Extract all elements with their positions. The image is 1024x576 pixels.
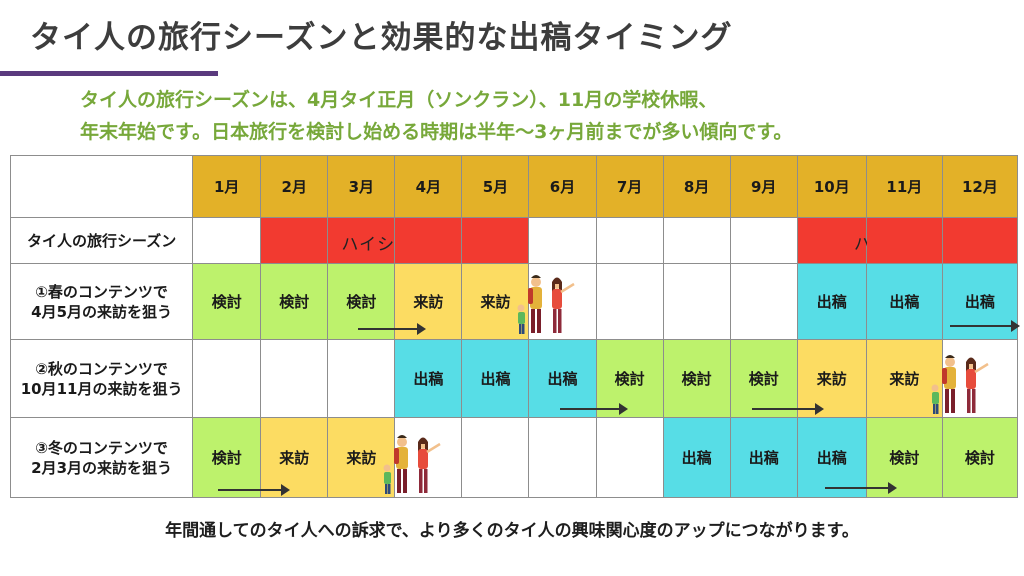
month-header: 8月 bbox=[662, 155, 731, 218]
high-season-cell bbox=[394, 217, 463, 264]
plan-cell: 検討 bbox=[192, 263, 262, 340]
high-season-cell bbox=[461, 217, 530, 264]
timing-arrow bbox=[218, 484, 290, 496]
plan-cell bbox=[595, 263, 664, 340]
title-underline bbox=[0, 71, 218, 76]
travelers-illustration bbox=[517, 275, 575, 334]
plan-cell: 来訪 bbox=[865, 339, 943, 418]
season-row-label: タイ人の旅行シーズン bbox=[9, 217, 194, 264]
high-season-cell bbox=[865, 217, 943, 264]
plan-cell: 出稿 bbox=[796, 417, 867, 498]
plan-row-label: ②秋のコンテンツで 10月11月の来訪を狙う bbox=[9, 339, 194, 418]
month-header: 4月 bbox=[394, 155, 463, 218]
month-header: 2月 bbox=[260, 155, 329, 218]
high-season-cell: ハイシーズン bbox=[327, 217, 447, 264]
month-header: 6月 bbox=[528, 155, 597, 218]
plan-cell bbox=[595, 417, 664, 498]
season-cell bbox=[528, 217, 597, 264]
plan-cell: 出稿 bbox=[394, 339, 463, 418]
high-season-cell bbox=[941, 217, 1019, 264]
footer-message: 年間通してのタイ人への訴求で、より多くのタイ人の興味関心度のアップにつながります… bbox=[165, 521, 859, 541]
plan-row-label-line: ①春のコンテンツで bbox=[35, 282, 168, 301]
plan-cell: 検討 bbox=[662, 339, 731, 418]
plan-cell bbox=[729, 263, 798, 340]
plan-cell: 来訪 bbox=[796, 339, 867, 418]
plan-cell: 検討 bbox=[729, 339, 798, 418]
travelers-illustration bbox=[383, 435, 441, 494]
plan-cell: 検討 bbox=[941, 417, 1019, 498]
plan-cell: 出稿 bbox=[796, 263, 867, 340]
timing-arrow bbox=[950, 320, 1020, 332]
plan-row-label-line: 10月11月の来訪を狙う bbox=[20, 379, 183, 398]
plan-cell: 出稿 bbox=[941, 263, 1019, 340]
plan-row-label: ①春のコンテンツで 4月5月の来訪を狙う bbox=[9, 263, 194, 340]
plan-row-label-line: ③冬のコンテンツで bbox=[35, 438, 168, 457]
season-row: タイ人の旅行シーズン ハイシーズン ハイシーズン bbox=[9, 217, 1019, 264]
high-season-cell bbox=[260, 217, 329, 264]
plan-cell: 検討 bbox=[192, 417, 262, 498]
plan-cell: 出稿 bbox=[461, 339, 530, 418]
season-cell bbox=[192, 217, 262, 264]
month-header: 9月 bbox=[729, 155, 798, 218]
month-header: 7月 bbox=[595, 155, 664, 218]
month-header: 5月 bbox=[461, 155, 530, 218]
season-cell bbox=[662, 217, 731, 264]
plan-row-label-line: ②秋のコンテンツで bbox=[35, 359, 168, 378]
plan-row-spring: ①春のコンテンツで 4月5月の来訪を狙う 検討 検討 検討 来訪 来訪 出稿 出… bbox=[9, 263, 1019, 340]
plan-cell-text: 検討 bbox=[346, 293, 377, 311]
travelers-illustration bbox=[931, 355, 989, 414]
plan-row-label-line: 2月3月の来訪を狙う bbox=[31, 458, 173, 477]
season-calendar-table: 1月 2月 3月 4月 5月 6月 7月 8月 9月 10月 11月 12月 タ… bbox=[9, 155, 1019, 498]
timing-arrow bbox=[752, 403, 824, 415]
plan-row-label-line: 4月5月の来訪を狙う bbox=[31, 302, 173, 321]
plan-cell bbox=[461, 417, 530, 498]
subtitle: タイ人の旅行シーズンは、4月タイ正月（ソンクラン）、11月の学校休暇、 年末年始… bbox=[80, 84, 792, 148]
plan-cell: 出稿 bbox=[528, 339, 597, 418]
plan-cell: 来訪 bbox=[327, 417, 396, 498]
month-header: 3月 bbox=[327, 155, 396, 218]
plan-cell: 来訪 bbox=[260, 417, 329, 498]
plan-cell: 検討 bbox=[260, 263, 329, 340]
plan-cell bbox=[662, 263, 731, 340]
plan-cell bbox=[528, 417, 597, 498]
plan-cell bbox=[260, 339, 329, 418]
plan-cell: 検討 bbox=[865, 417, 943, 498]
month-header: 12月 bbox=[941, 155, 1019, 218]
page-title: タイ人の旅行シーズンと効果的な出稿タイミング bbox=[30, 20, 733, 56]
plan-cell: 検討 bbox=[595, 339, 664, 418]
month-header-row: 1月 2月 3月 4月 5月 6月 7月 8月 9月 10月 11月 12月 bbox=[9, 155, 1019, 218]
month-header: 11月 bbox=[865, 155, 943, 218]
plan-row-autumn: ②秋のコンテンツで 10月11月の来訪を狙う 出稿 出稿 出稿 検討 検討 検討… bbox=[9, 339, 1019, 418]
timing-arrow bbox=[825, 482, 897, 494]
month-header: 1月 bbox=[192, 155, 262, 218]
plan-cell: 出稿 bbox=[662, 417, 731, 498]
season-cell bbox=[729, 217, 798, 264]
subtitle-line-1: タイ人の旅行シーズンは、4月タイ正月（ソンクラン）、11月の学校休暇、 bbox=[80, 89, 718, 111]
header-corner bbox=[9, 155, 194, 218]
plan-row-winter: ③冬のコンテンツで 2月3月の来訪を狙う 検討 来訪 来訪 出稿 出稿 出稿 検… bbox=[9, 417, 1019, 498]
high-season-cell: ハイシーズン bbox=[796, 217, 960, 264]
plan-cell bbox=[192, 339, 262, 418]
plan-cell bbox=[327, 339, 396, 418]
plan-cell: 出稿 bbox=[865, 263, 943, 340]
plan-row-label: ③冬のコンテンツで 2月3月の来訪を狙う bbox=[9, 417, 194, 498]
subtitle-line-2: 年末年始です。日本旅行を検討し始める時期は半年〜3ヶ月前までが多い傾向です。 bbox=[80, 121, 793, 143]
timing-arrow bbox=[560, 403, 628, 415]
month-header: 10月 bbox=[796, 155, 867, 218]
timing-arrow bbox=[358, 323, 426, 335]
season-cell bbox=[595, 217, 664, 264]
plan-cell: 出稿 bbox=[729, 417, 798, 498]
